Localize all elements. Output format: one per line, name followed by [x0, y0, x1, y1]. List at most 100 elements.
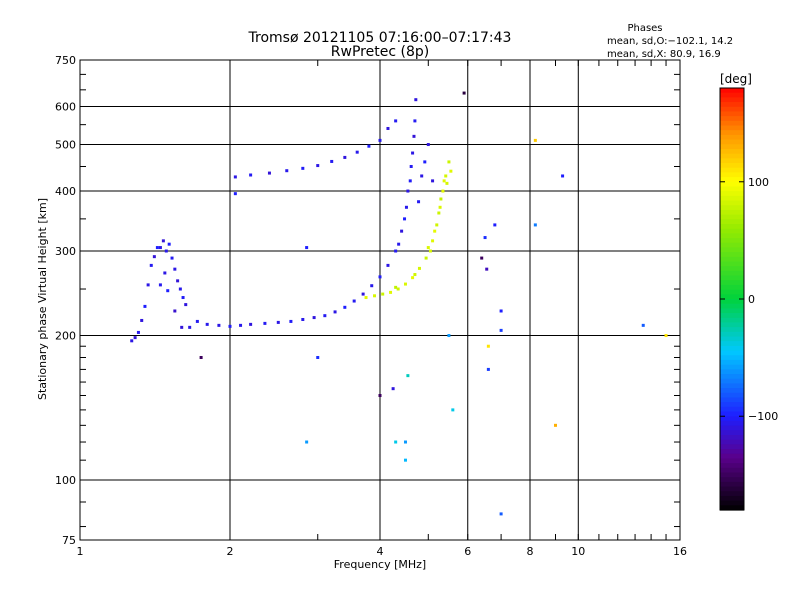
- data-point-o: [205, 322, 209, 326]
- data-point-scatter: [533, 138, 537, 142]
- colorbar-band: [720, 477, 744, 483]
- data-point-o: [404, 205, 408, 209]
- data-point-o: [228, 324, 232, 328]
- colorbar-band: [720, 308, 744, 314]
- colorbar-band: [720, 252, 744, 258]
- colorbar-band: [720, 172, 744, 178]
- colorbar-band: [720, 313, 744, 319]
- colorbar-band: [720, 486, 744, 492]
- colorbar-band: [720, 111, 744, 117]
- data-point-x: [445, 181, 449, 185]
- colorbar-band: [720, 411, 744, 417]
- colorbar-band: [720, 359, 744, 366]
- data-point-scatter: [403, 458, 407, 462]
- data-point-x: [413, 273, 417, 277]
- data-point-o: [330, 159, 334, 163]
- data-point-o: [361, 292, 365, 296]
- data-point-o: [167, 242, 171, 246]
- colorbar-band: [720, 120, 744, 127]
- data-point-o: [170, 256, 174, 260]
- data-point-o: [136, 330, 140, 334]
- data-point-scatter: [447, 334, 451, 338]
- colorbar-band: [720, 102, 744, 108]
- data-point-x: [437, 211, 441, 215]
- colorbar-band: [720, 275, 744, 281]
- data-point-x: [417, 266, 421, 270]
- colorbar-band: [720, 430, 744, 436]
- data-point-scatter: [641, 323, 645, 327]
- colorbar-band: [720, 294, 744, 300]
- data-point-o: [178, 287, 182, 291]
- data-point-scatter: [462, 91, 466, 95]
- data-point-o: [276, 320, 280, 324]
- colorbar-band: [720, 472, 744, 478]
- chart-title: Tromsø 20121105 07:16:00–07:17:43: [248, 30, 512, 46]
- data-point-o: [394, 249, 398, 253]
- colorbar-band: [720, 209, 744, 216]
- data-point-o: [400, 229, 404, 233]
- data-point-scatter: [431, 179, 435, 183]
- x-tick-label: 10: [571, 545, 585, 558]
- data-point-scatter: [664, 334, 668, 338]
- data-point-scatter: [499, 512, 503, 516]
- data-point-o: [161, 239, 165, 243]
- phase-colorbar: 100 0 −100: [719, 87, 778, 511]
- data-point-o: [370, 284, 374, 288]
- data-point-o: [394, 119, 398, 123]
- data-point-o: [173, 267, 177, 271]
- data-point-scatter: [406, 374, 410, 378]
- colorbar-band: [720, 444, 744, 450]
- data-point-o: [164, 249, 168, 253]
- y-axis-label: Stationary phase Virtual Height [km]: [36, 198, 49, 400]
- data-point-scatter: [305, 440, 309, 444]
- colorbar-band: [720, 148, 744, 155]
- data-point-o: [249, 173, 253, 177]
- colorbar-band: [720, 289, 744, 295]
- colorbar-band: [720, 303, 744, 309]
- data-point-x: [411, 276, 415, 280]
- colorbar-tick-label: 100: [748, 176, 769, 189]
- phases-o-stats: mean, sd,O:−102.1, 14.2: [607, 36, 733, 47]
- colorbar-band: [720, 261, 744, 267]
- colorbar-band: [720, 219, 744, 225]
- data-point-scatter: [493, 223, 497, 227]
- data-point-o: [140, 318, 144, 322]
- data-point-scatter: [486, 344, 490, 348]
- data-point-x: [426, 246, 430, 250]
- data-point-scatter: [403, 440, 407, 444]
- data-point-scatter: [485, 267, 489, 271]
- data-point-o: [239, 323, 243, 327]
- data-point-x: [435, 223, 439, 227]
- data-point-o: [417, 200, 421, 204]
- colorbar-band: [720, 280, 744, 286]
- phases-title: Phases: [627, 23, 662, 34]
- data-point-scatter: [316, 355, 320, 359]
- data-point-o: [130, 339, 134, 343]
- colorbar-band: [720, 341, 744, 347]
- data-point-scatter: [499, 328, 503, 332]
- data-point-scatter: [233, 192, 237, 196]
- colorbar-band: [720, 467, 744, 474]
- data-point-o: [412, 134, 416, 138]
- data-point-o: [367, 144, 371, 148]
- data-point-x: [433, 229, 437, 233]
- colorbar-band: [720, 481, 744, 488]
- colorbar-band: [720, 242, 744, 249]
- data-point-o: [378, 275, 382, 279]
- colorbar-band: [720, 200, 744, 206]
- data-point-x: [428, 249, 432, 253]
- data-point-o: [181, 296, 185, 300]
- data-point-o: [301, 317, 305, 321]
- data-point-o: [285, 169, 289, 173]
- data-point-scatter: [480, 256, 484, 260]
- data-point-o: [378, 138, 382, 142]
- colorbar-band: [720, 158, 744, 164]
- data-point-scatter: [305, 246, 309, 250]
- data-point-o: [233, 175, 237, 179]
- x-tick-label: 16: [673, 545, 687, 558]
- data-point-scatter: [533, 223, 537, 227]
- colorbar-band: [720, 355, 744, 361]
- data-point-o: [163, 271, 167, 275]
- data-point-o: [158, 246, 162, 250]
- data-point-o: [420, 174, 424, 178]
